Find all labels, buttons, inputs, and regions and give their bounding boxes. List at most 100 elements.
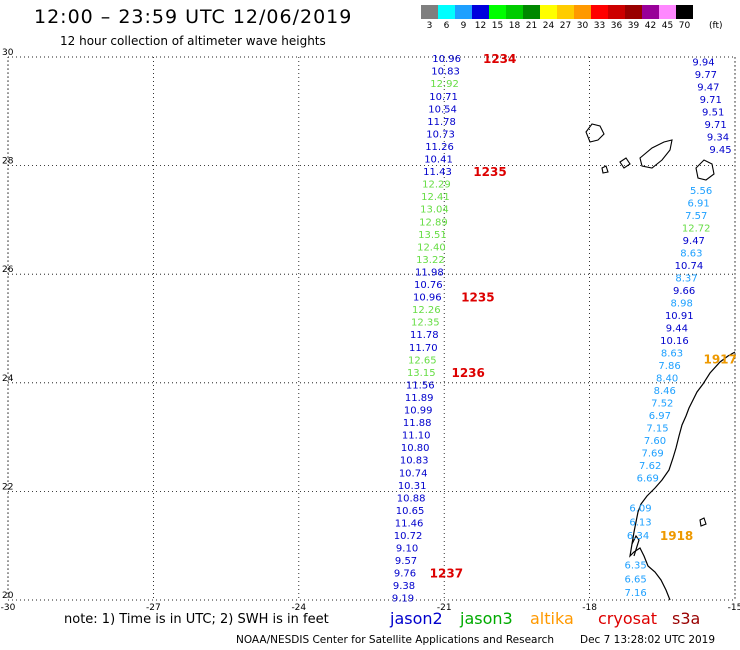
pass-number: 1237: [430, 566, 463, 580]
swh-value: 9.47: [697, 82, 719, 93]
island-small: [699, 517, 707, 527]
swh-value: 11.46: [395, 518, 424, 529]
legend-label: 24: [542, 21, 555, 31]
swh-value: 10.96: [413, 292, 442, 303]
swh-value: 10.65: [396, 506, 425, 517]
swh-value: 6.09: [629, 504, 651, 515]
pass-number: 1235: [461, 290, 494, 304]
swh-value: 9.71: [700, 95, 722, 106]
map-frame: [7, 56, 736, 601]
lon-label: -15: [728, 603, 740, 613]
swh-value: 11.43: [423, 167, 452, 178]
swh-value: 9.44: [666, 323, 688, 334]
satellite-jason3: jason3: [460, 609, 513, 628]
swh-value: 6.34: [627, 531, 649, 542]
swh-value: 12.92: [430, 79, 459, 90]
swh-value: 11.78: [410, 330, 439, 341]
swh-value: 11.70: [409, 343, 438, 354]
satellite-jason2: jason2: [390, 609, 443, 628]
swh-value: 9.34: [707, 132, 729, 143]
legend-label: 42: [644, 21, 657, 31]
generated-timestamp: Dec 7 13:28:02 UTC 2019: [580, 634, 716, 646]
swh-value: 13.15: [407, 368, 436, 379]
legend-swatch: 70: [676, 5, 693, 31]
legend-swatch: 6: [438, 5, 455, 31]
island-el-hierro: [601, 165, 609, 174]
legend-swatch: 21: [523, 5, 540, 31]
swh-value: 8.98: [671, 298, 693, 309]
swh-value: 8.40: [656, 373, 678, 384]
pass-number: 1917: [703, 352, 736, 366]
swh-value: 7.15: [646, 423, 668, 434]
swh-value: 10.80: [401, 443, 430, 454]
satellite-altika: altika: [530, 609, 574, 628]
swh-value: 8.63: [661, 348, 683, 359]
legend-label: 15: [491, 21, 504, 31]
lat-label: 26: [2, 265, 14, 275]
swh-value: 13.22: [416, 255, 445, 266]
swh-value: 12.40: [417, 243, 446, 254]
legend-swatch: 30: [574, 5, 591, 31]
legend-label: 33: [593, 21, 606, 31]
swh-value: 10.71: [429, 92, 458, 103]
swh-value: 8.63: [680, 248, 702, 259]
legend-swatch: 12: [472, 5, 489, 31]
swh-value: 9.45: [709, 145, 731, 156]
island-gran-canaria: [695, 159, 715, 181]
lat-label: 24: [2, 374, 14, 384]
pass-number: 1235: [473, 165, 506, 179]
swh-value: 5.56: [690, 186, 712, 197]
swh-value: 9.77: [695, 70, 717, 81]
footnote: note: 1) Time is in UTC; 2) SWH is in fe…: [64, 612, 329, 627]
page-title: 12:00 – 23:59 UTC 12/06/2019: [34, 6, 353, 28]
swh-value: 6.35: [625, 561, 647, 572]
lon-label: -27: [146, 603, 161, 613]
swh-value: 11.89: [405, 393, 434, 404]
swh-value: 11.26: [425, 142, 454, 153]
pass-number: 1918: [660, 529, 693, 543]
legend-label: 21: [525, 21, 538, 31]
swh-value: 7.52: [651, 398, 673, 409]
lon-label: -21: [437, 603, 452, 613]
legend-label: 9: [460, 21, 467, 31]
coastline: [629, 351, 736, 601]
swh-value: 9.10: [396, 543, 418, 554]
legend-label: 30: [576, 21, 589, 31]
swh-value: 9.47: [683, 236, 705, 247]
swh-value: 9.76: [394, 568, 416, 579]
swh-value: 6.97: [649, 411, 671, 422]
satellite-s3a: s3a: [672, 609, 701, 628]
legend-swatch: 18: [506, 5, 523, 31]
page-subtitle: 12 hour collection of altimeter wave hei…: [60, 34, 326, 48]
legend-swatch: 45: [659, 5, 676, 31]
swh-value: 6.91: [688, 199, 710, 210]
swh-value: 9.71: [704, 120, 726, 131]
swh-value: 10.73: [426, 130, 455, 141]
legend-swatch: 3: [421, 5, 438, 31]
legend-label: 45: [661, 21, 674, 31]
swh-value: 12.41: [421, 192, 450, 203]
lon-label: -24: [291, 603, 306, 613]
legend-label: 12: [474, 21, 487, 31]
swh-value: 6.13: [629, 517, 651, 528]
swh-value: 9.57: [395, 556, 417, 567]
lon-label: -30: [1, 603, 16, 613]
legend-swatch: 36: [608, 5, 625, 31]
swh-value: 8.46: [654, 386, 676, 397]
swh-value: 10.91: [665, 311, 694, 322]
swh-value: 11.88: [403, 418, 432, 429]
legend-swatch: 24: [540, 5, 557, 31]
swh-value: 6.65: [625, 574, 647, 585]
swh-value: 10.83: [431, 67, 460, 78]
swh-value: 13.04: [420, 204, 449, 215]
color-legend: 3 6 9 12 15 18 21 24 27 30 33 36 39 42 45 70: [421, 5, 693, 31]
legend-swatch: 15: [489, 5, 506, 31]
swh-value: 9.51: [702, 107, 724, 118]
swh-value: 10.83: [400, 455, 429, 466]
legend-label: 70: [678, 21, 691, 31]
legend-swatch: 42: [642, 5, 659, 31]
swh-value: 12.26: [412, 305, 441, 316]
lat-label: 22: [2, 482, 13, 492]
swh-value: 13.51: [418, 230, 447, 241]
island-la-palma: [585, 123, 605, 143]
